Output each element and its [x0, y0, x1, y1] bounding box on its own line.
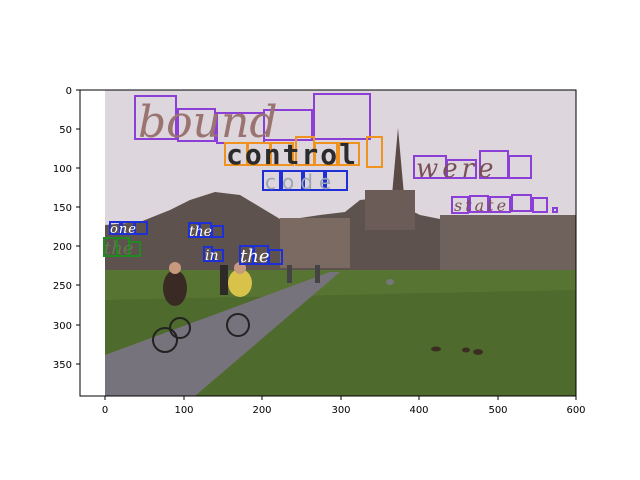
- svg-text:400: 400: [409, 405, 428, 416]
- blue-word-boxes-the-1: [188, 222, 224, 238]
- word-boxes: bound control code: [103, 93, 558, 267]
- green-word-boxes-the: [103, 237, 141, 257]
- pedestrians: [220, 265, 394, 295]
- blue-word-boxes-the-2: [239, 245, 283, 265]
- buildings-right: [440, 215, 576, 270]
- svg-text:300: 300: [53, 321, 72, 332]
- svg-text:200: 200: [53, 242, 72, 253]
- y-tick: 350: [53, 360, 80, 371]
- word-state: state.: [454, 196, 517, 215]
- svg-text:150: 150: [53, 203, 72, 214]
- word-control: control: [226, 138, 358, 171]
- word-bound: bound: [138, 97, 278, 148]
- footpath: [105, 272, 340, 396]
- x-tick: 600: [566, 396, 586, 416]
- purple-word-box: [263, 109, 313, 141]
- word-the-green: the: [104, 238, 133, 259]
- x-tick: 500: [488, 396, 508, 416]
- y-tick: 300: [53, 321, 80, 332]
- ducks: [431, 346, 483, 355]
- x-tick: 400: [409, 396, 429, 416]
- svg-text:50: 50: [59, 125, 72, 136]
- y-tick: 50: [59, 125, 80, 136]
- svg-text:100: 100: [174, 405, 193, 416]
- svg-text:500: 500: [488, 405, 507, 416]
- church: [365, 190, 415, 230]
- y-tick: 200: [53, 242, 80, 253]
- y-axis: 0 50 100 150 200 250 300 350: [53, 86, 80, 371]
- purple-word-box: [177, 108, 216, 142]
- x-axis: 0 100 200 300 400 500 600: [102, 396, 586, 416]
- x-tick: 300: [331, 396, 351, 416]
- blue-word-boxes-one: [109, 221, 148, 235]
- word-the-blue-2: the: [240, 246, 269, 267]
- blue-word-boxes-in: [203, 246, 224, 262]
- church-spire: [392, 128, 404, 195]
- cyclist-2: [226, 262, 252, 337]
- axes-frame: [79, 89, 577, 397]
- word-one: one: [110, 222, 137, 237]
- x-tick: 100: [174, 396, 194, 416]
- y-tick: 250: [53, 281, 80, 292]
- buildings-left: [280, 218, 350, 268]
- word-the-blue-1: the: [189, 224, 212, 240]
- svg-text:200: 200: [252, 405, 271, 416]
- x-tick: 200: [252, 396, 272, 416]
- photo: bound control code: [103, 90, 576, 396]
- purple-word-box: [134, 95, 177, 140]
- x-tick: 0: [102, 396, 108, 416]
- word-code: code: [265, 170, 337, 194]
- purple-word-box: [313, 93, 371, 140]
- y-tick: 100: [53, 164, 80, 175]
- svg-text:350: 350: [53, 360, 72, 371]
- purple-word-boxes-state: [451, 194, 558, 214]
- y-tick: 0: [66, 86, 80, 97]
- purple-word-boxes-were: [413, 150, 532, 179]
- svg-text:600: 600: [566, 405, 585, 416]
- svg-text:0: 0: [66, 86, 72, 97]
- blue-word-boxes-code: [262, 170, 348, 191]
- svg-text:250: 250: [53, 281, 72, 292]
- word-were: were: [416, 154, 497, 184]
- svg-text:300: 300: [331, 405, 350, 416]
- word-in: in: [205, 248, 219, 264]
- y-tick: 150: [53, 203, 80, 214]
- svg-text:0: 0: [102, 405, 108, 416]
- svg-text:100: 100: [53, 164, 72, 175]
- cyclist-1: [152, 262, 191, 353]
- orange-word-boxes: [224, 136, 383, 168]
